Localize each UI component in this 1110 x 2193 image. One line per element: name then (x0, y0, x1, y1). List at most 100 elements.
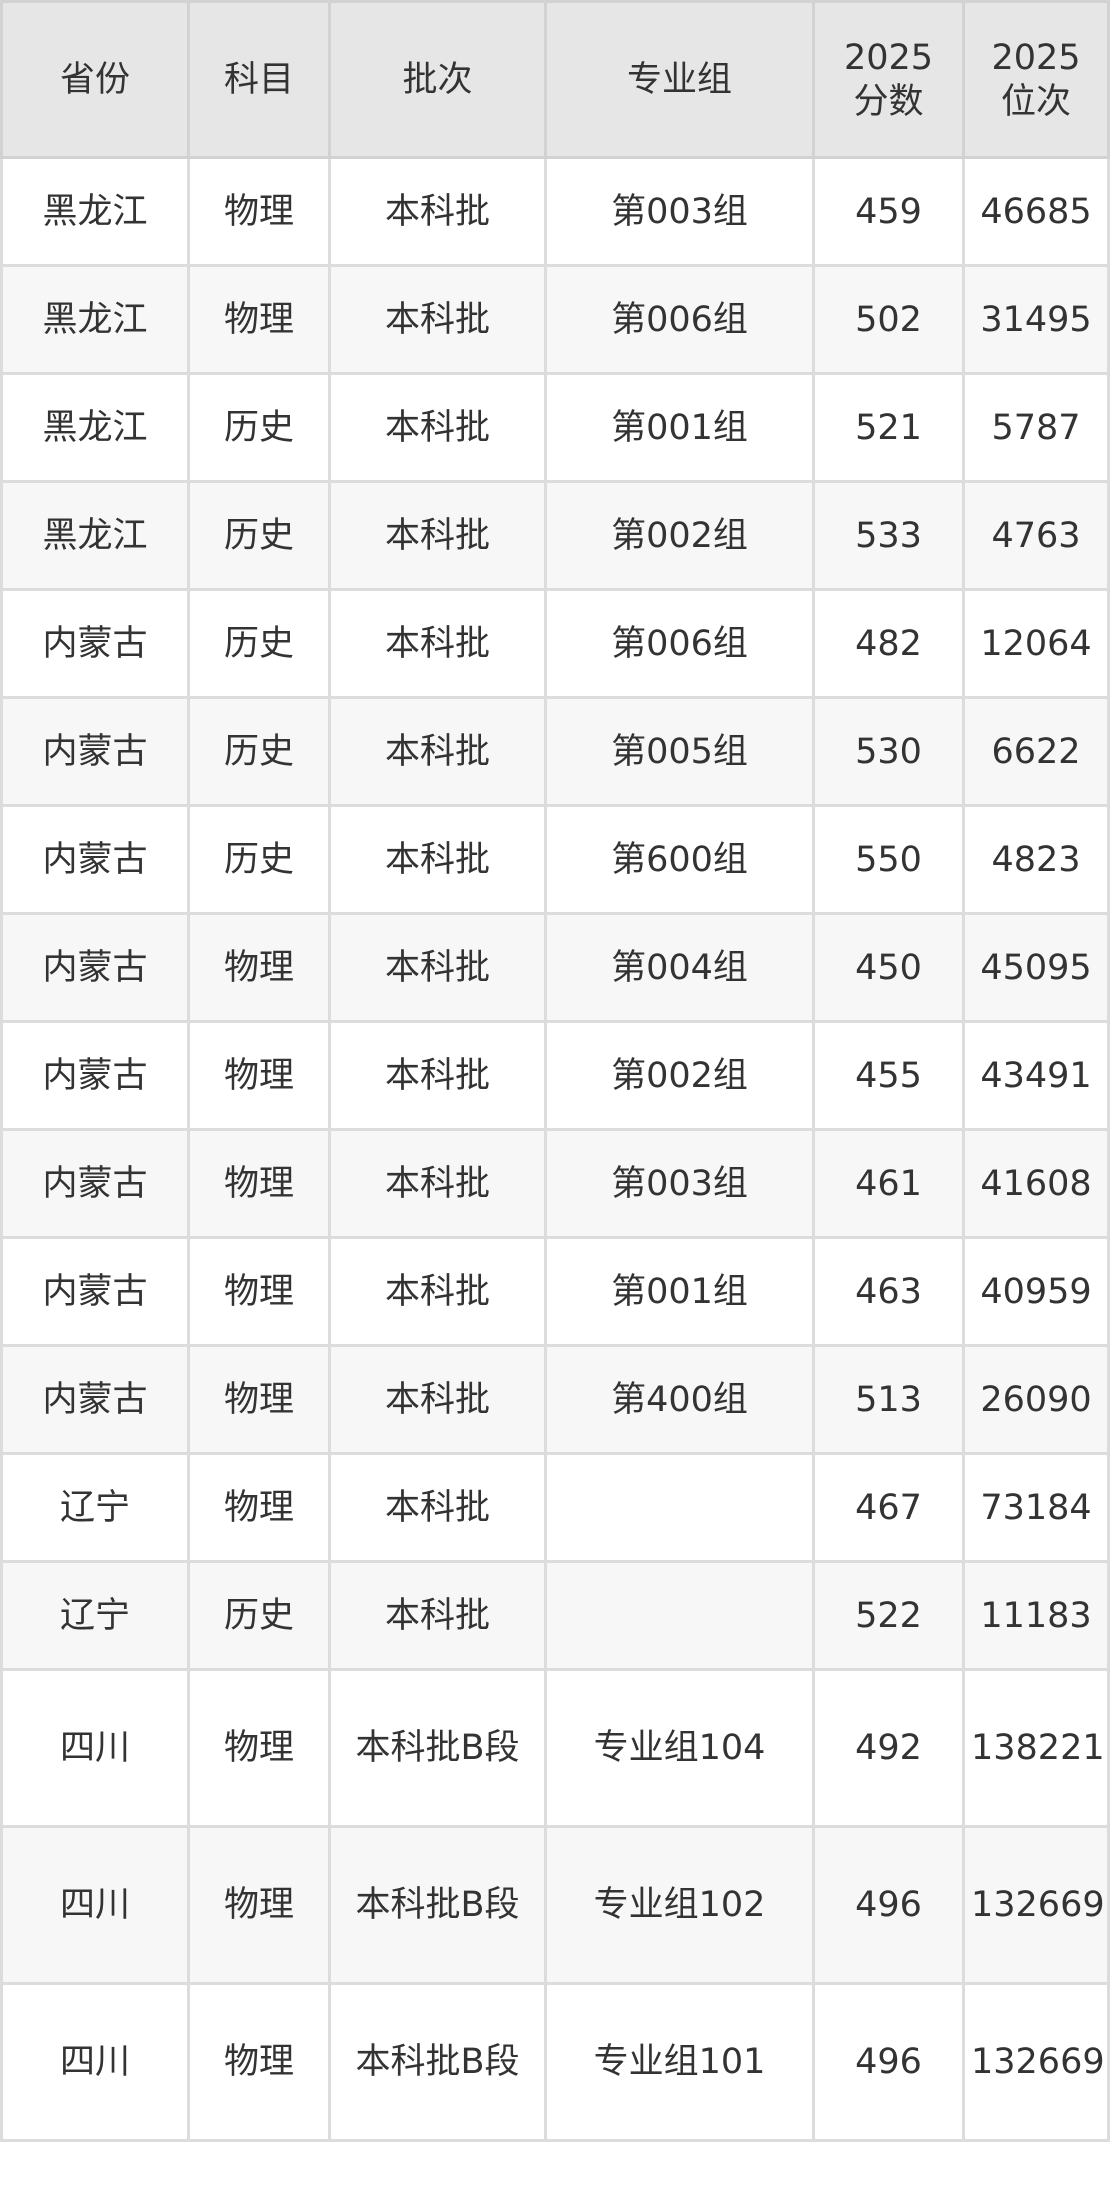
cell-subject: 物理 (187, 912, 331, 1023)
header-subject: 科目 (187, 0, 331, 159)
cell-major-group: 第004组 (544, 912, 815, 1023)
cell-subject: 物理 (187, 1982, 331, 2142)
header-score: 2025 分数 (812, 0, 965, 159)
table-row: 内蒙古 历史 本科批 第005组 530 6622 (0, 696, 1110, 807)
cell-province: 内蒙古 (0, 804, 190, 915)
cell-score: 502 (812, 264, 965, 375)
cell-rank: 26090 (962, 1344, 1110, 1455)
table-row: 四川 物理 本科批B段 专业组102 496 132669 (0, 1825, 1110, 1985)
cell-batch: 本科批 (328, 264, 547, 375)
cell-rank: 73184 (962, 1452, 1110, 1563)
cell-subject: 物理 (187, 1344, 331, 1455)
cell-major-group: 第600组 (544, 804, 815, 915)
cell-province: 辽宁 (0, 1560, 190, 1671)
table-row: 四川 物理 本科批B段 专业组101 496 132669 (0, 1982, 1110, 2142)
header-major-group: 专业组 (544, 0, 815, 159)
table-row: 内蒙古 物理 本科批 第003组 461 41608 (0, 1128, 1110, 1239)
cell-subject: 物理 (187, 156, 331, 267)
cell-batch: 本科批 (328, 1452, 547, 1563)
cell-score: 496 (812, 1982, 965, 2142)
table-row: 内蒙古 物理 本科批 第004组 450 45095 (0, 912, 1110, 1023)
table-row: 辽宁 物理 本科批 467 73184 (0, 1452, 1110, 1563)
cell-province: 四川 (0, 1982, 190, 2142)
cell-subject: 物理 (187, 1020, 331, 1131)
cell-major-group: 第003组 (544, 1128, 815, 1239)
cell-rank: 4763 (962, 480, 1110, 591)
cell-major-group: 第003组 (544, 156, 815, 267)
cell-province: 内蒙古 (0, 1344, 190, 1455)
cell-batch: 本科批B段 (328, 1825, 547, 1985)
cell-subject: 物理 (187, 1825, 331, 1985)
cell-province: 内蒙古 (0, 1128, 190, 1239)
cell-subject: 物理 (187, 1236, 331, 1347)
cell-rank: 138221 (962, 1668, 1110, 1828)
cell-batch: 本科批 (328, 696, 547, 807)
cell-batch: 本科批 (328, 1128, 547, 1239)
cell-major-group: 专业组102 (544, 1825, 815, 1985)
cell-score: 496 (812, 1825, 965, 1985)
cell-rank: 132669 (962, 1982, 1110, 2142)
cell-province: 内蒙古 (0, 696, 190, 807)
cell-subject: 物理 (187, 264, 331, 375)
cell-score: 492 (812, 1668, 965, 1828)
cell-major-group: 第005组 (544, 696, 815, 807)
cell-batch: 本科批 (328, 1344, 547, 1455)
cell-major-group: 第001组 (544, 1236, 815, 1347)
cell-rank: 5787 (962, 372, 1110, 483)
cell-rank: 41608 (962, 1128, 1110, 1239)
cell-rank: 11183 (962, 1560, 1110, 1671)
cell-province: 内蒙古 (0, 1236, 190, 1347)
cell-major-group: 第006组 (544, 264, 815, 375)
cell-batch: 本科批 (328, 156, 547, 267)
cell-major-group: 第400组 (544, 1344, 815, 1455)
cell-score: 513 (812, 1344, 965, 1455)
cell-rank: 12064 (962, 588, 1110, 699)
cell-batch: 本科批 (328, 372, 547, 483)
cell-score: 450 (812, 912, 965, 1023)
table-row: 黑龙江 物理 本科批 第006组 502 31495 (0, 264, 1110, 375)
cell-province: 内蒙古 (0, 588, 190, 699)
table-row: 内蒙古 物理 本科批 第400组 513 26090 (0, 1344, 1110, 1455)
admission-score-table: 省份 科目 批次 专业组 2025 分数 2025 位次 黑龙江 物理 本科批 第003组… (0, 0, 1110, 2142)
cell-score: 461 (812, 1128, 965, 1239)
cell-subject: 历史 (187, 372, 331, 483)
cell-rank: 43491 (962, 1020, 1110, 1131)
cell-rank: 46685 (962, 156, 1110, 267)
cell-major-group: 专业组104 (544, 1668, 815, 1828)
cell-batch: 本科批 (328, 1236, 547, 1347)
cell-rank: 31495 (962, 264, 1110, 375)
cell-rank: 40959 (962, 1236, 1110, 1347)
cell-score: 530 (812, 696, 965, 807)
cell-subject: 历史 (187, 588, 331, 699)
cell-major-group: 第002组 (544, 1020, 815, 1131)
table-row: 内蒙古 物理 本科批 第002组 455 43491 (0, 1020, 1110, 1131)
cell-score: 467 (812, 1452, 965, 1563)
table-row: 黑龙江 物理 本科批 第003组 459 46685 (0, 156, 1110, 267)
cell-batch: 本科批B段 (328, 1982, 547, 2142)
header-batch: 批次 (328, 0, 547, 159)
cell-province: 内蒙古 (0, 1020, 190, 1131)
cell-subject: 物理 (187, 1128, 331, 1239)
cell-rank: 4823 (962, 804, 1110, 915)
table-row: 内蒙古 历史 本科批 第600组 550 4823 (0, 804, 1110, 915)
cell-subject: 物理 (187, 1452, 331, 1563)
cell-province: 黑龙江 (0, 156, 190, 267)
cell-rank: 45095 (962, 912, 1110, 1023)
cell-batch: 本科批 (328, 912, 547, 1023)
table-row: 四川 物理 本科批B段 专业组104 492 138221 (0, 1668, 1110, 1828)
cell-province: 四川 (0, 1825, 190, 1985)
header-score-label: 分数 (853, 81, 924, 122)
cell-province: 辽宁 (0, 1452, 190, 1563)
cell-rank: 6622 (962, 696, 1110, 807)
header-province: 省份 (0, 0, 190, 159)
cell-rank: 132669 (962, 1825, 1110, 1985)
table-row: 黑龙江 历史 本科批 第001组 521 5787 (0, 372, 1110, 483)
header-rank-year: 2025 (991, 37, 1081, 78)
cell-province: 黑龙江 (0, 264, 190, 375)
cell-batch: 本科批B段 (328, 1668, 547, 1828)
cell-batch: 本科批 (328, 1560, 547, 1671)
header-score-year: 2025 (843, 37, 934, 78)
cell-subject: 历史 (187, 804, 331, 915)
cell-score: 455 (812, 1020, 965, 1131)
cell-major-group: 第001组 (544, 372, 815, 483)
